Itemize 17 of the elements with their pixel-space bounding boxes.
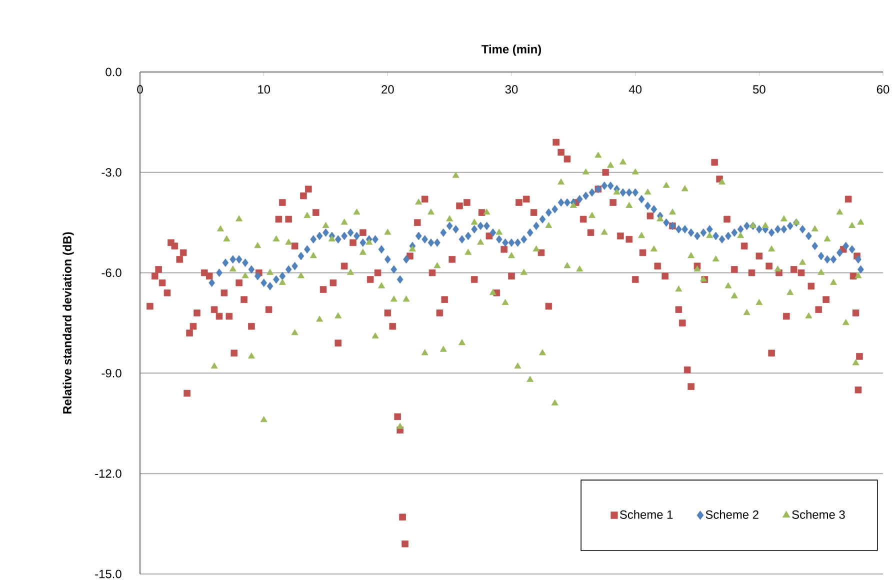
y-tick-label: -15.0 (95, 570, 122, 578)
x-tick-label: 60 (876, 85, 890, 94)
x-tick-label: 10 (258, 85, 270, 94)
y-tick-label: 0.0 (106, 68, 122, 76)
y-axis-title: Relative standard deviation (dB) (62, 232, 74, 414)
x-tick-label: 20 (382, 85, 394, 94)
x-tick-label: 30 (505, 85, 518, 94)
legend-label: Scheme 1 (620, 510, 673, 519)
x-axis-title: Time (min) (482, 44, 542, 56)
y-tick-label: -6.0 (102, 268, 122, 278)
x-tick-label: 40 (628, 85, 642, 94)
legend-label: Scheme 3 (792, 510, 845, 519)
legend-label: Scheme 2 (706, 510, 758, 519)
y-tick-label: -3.0 (102, 168, 122, 177)
y-tick-label: -9.0 (102, 368, 122, 378)
x-tick-label: 50 (753, 85, 766, 94)
y-tick-label: -12.0 (95, 469, 122, 478)
